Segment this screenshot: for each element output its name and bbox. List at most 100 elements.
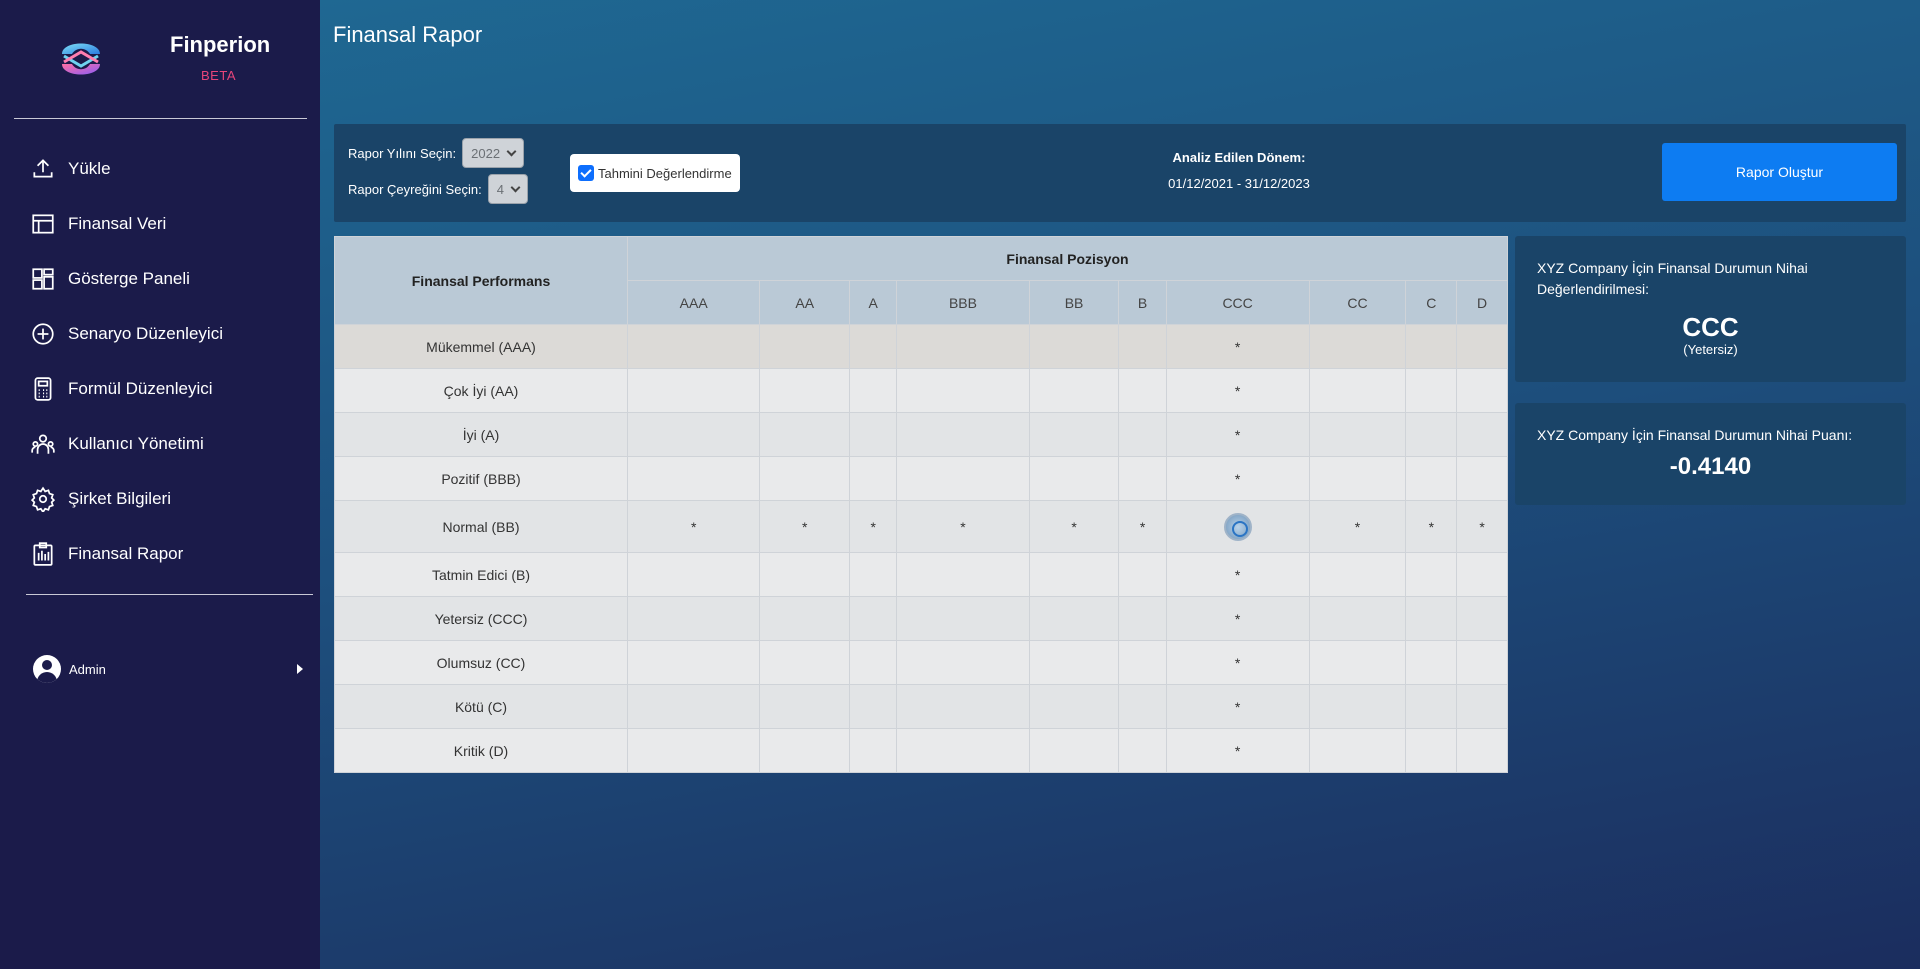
column-header: A xyxy=(849,280,898,325)
matrix-cell xyxy=(1118,596,1167,641)
matrix-cell xyxy=(1028,368,1120,413)
gear-icon xyxy=(30,486,56,512)
col-axis-header: Finansal Pozisyon xyxy=(627,236,1508,281)
dashboard-icon xyxy=(30,266,56,292)
matrix-cell: * xyxy=(1028,500,1120,553)
matrix-cell xyxy=(1405,728,1458,773)
matrix-cell xyxy=(1405,552,1458,597)
table-row: Normal (BB) * * * * * * * * * xyxy=(334,500,1508,553)
brand-name: Finperion xyxy=(170,32,271,57)
row-label: Çok İyi (AA) xyxy=(334,368,628,413)
year-label: Rapor Yılını Seçin: xyxy=(348,145,457,161)
row-label: Tatmin Edici (B) xyxy=(334,552,628,597)
sidebar-item-company-info[interactable]: Şirket Bilgileri xyxy=(0,471,320,526)
matrix-cell: * xyxy=(1165,456,1310,501)
matrix-cell: * xyxy=(759,500,851,553)
year-select-value: 2022 xyxy=(471,145,501,161)
matrix-cell xyxy=(849,596,898,641)
matrix-cell xyxy=(1456,456,1508,501)
sidebar-item-financial-report[interactable]: Finansal Rapor xyxy=(0,526,320,581)
matrix-cell xyxy=(1308,456,1407,501)
final-score-card: XYZ Company İçin Finansal Durumun Nihai … xyxy=(1515,403,1906,505)
checkbox-checked-icon[interactable] xyxy=(578,165,594,181)
matrix-cell: * xyxy=(1165,324,1310,369)
report-controls: Rapor Yılını Seçin: 2022 Rapor Çeyreğini… xyxy=(334,124,1906,222)
matrix-cell xyxy=(759,552,851,597)
company-position-marker-icon xyxy=(1223,512,1252,541)
sidebar-item-user-management[interactable]: Kullanıcı Yönetimi xyxy=(0,416,320,471)
column-header: CC xyxy=(1308,280,1407,325)
matrix-cell xyxy=(1028,552,1120,597)
matrix-cell: * xyxy=(1165,552,1310,597)
matrix-cell xyxy=(626,596,761,641)
matrix-cell xyxy=(849,728,898,773)
matrix-cell xyxy=(1118,728,1167,773)
matrix-cell xyxy=(1456,728,1508,773)
matrix-cell xyxy=(626,552,761,597)
brand: Finperion BETA xyxy=(0,0,320,110)
matrix-cell xyxy=(896,412,1030,457)
matrix-cell xyxy=(626,324,761,369)
chevron-down-icon xyxy=(510,182,521,192)
matrix-cell xyxy=(849,456,898,501)
matrix-cell xyxy=(1456,684,1508,729)
table-row: Kritik (D) * xyxy=(334,728,1508,773)
sidebar-item-financial-data[interactable]: Finansal Veri xyxy=(0,196,320,251)
matrix-cell xyxy=(759,596,851,641)
matrix-cell xyxy=(896,324,1030,369)
row-label: Yetersiz (CCC) xyxy=(334,596,628,641)
matrix-cell xyxy=(1405,684,1458,729)
matrix-cell xyxy=(1456,368,1508,413)
matrix-cell xyxy=(896,684,1030,729)
user-menu[interactable]: Admin xyxy=(33,654,303,684)
matrix-cell xyxy=(1456,640,1508,685)
matrix-cell: * xyxy=(1165,596,1310,641)
matrix-cell xyxy=(1308,684,1407,729)
table-row: Olumsuz (CC) * xyxy=(334,640,1508,685)
matrix-cell: * xyxy=(1165,368,1310,413)
table-icon xyxy=(30,211,56,237)
matrix-cell xyxy=(626,412,761,457)
table-row: Pozitif (BBB) * xyxy=(334,456,1508,501)
column-header: BBB xyxy=(896,280,1030,325)
users-icon xyxy=(30,431,56,457)
matrix-cell xyxy=(1405,412,1458,457)
matrix-cell xyxy=(1028,640,1120,685)
sidebar-item-label: Finansal Veri xyxy=(68,213,167,233)
matrix-cell: * xyxy=(1165,728,1310,773)
matrix-cell xyxy=(1405,640,1458,685)
sidebar-item-scenario-editor[interactable]: Senaryo Düzenleyici xyxy=(0,306,320,361)
column-header: B xyxy=(1118,280,1167,325)
matrix-cell xyxy=(1308,640,1407,685)
matrix-cell xyxy=(1308,324,1407,369)
sidebar-item-dashboard[interactable]: Gösterge Paneli xyxy=(0,251,320,306)
matrix-cell xyxy=(1118,368,1167,413)
finperion-logo xyxy=(62,43,100,75)
row-label: Kritik (D) xyxy=(334,728,628,773)
quarter-select[interactable]: 4 xyxy=(487,174,528,204)
row-label: Olumsuz (CC) xyxy=(334,640,628,685)
matrix-cell xyxy=(849,684,898,729)
matrix-cell xyxy=(759,728,851,773)
matrix-cell xyxy=(759,368,851,413)
user-name: Admin xyxy=(69,661,106,677)
year-select[interactable]: 2022 xyxy=(462,138,525,168)
sidebar-item-label: Şirket Bilgileri xyxy=(68,488,171,508)
quarter-row: Rapor Çeyreğini Seçin: 4 xyxy=(348,174,528,204)
matrix-cell xyxy=(1308,368,1407,413)
assessment-grade-label: (Yetersiz) xyxy=(1683,342,1738,357)
calculator-icon xyxy=(30,376,56,402)
estimate-checkbox[interactable]: Tahmini Değerlendirme xyxy=(570,154,740,192)
generate-report-button[interactable]: Rapor Oluştur xyxy=(1662,143,1897,201)
column-header: D xyxy=(1456,280,1508,325)
row-label: İyi (A) xyxy=(334,412,628,457)
sidebar-item-upload[interactable]: Yükle xyxy=(0,141,320,196)
row-label: Pozitif (BBB) xyxy=(334,456,628,501)
matrix-cell xyxy=(1308,596,1407,641)
matrix-cell xyxy=(849,640,898,685)
matrix-cell xyxy=(626,684,761,729)
sidebar-item-formula-editor[interactable]: Formül Düzenleyici xyxy=(0,361,320,416)
matrix-cell: * xyxy=(1118,500,1167,553)
assessment-grade: CCC xyxy=(1682,312,1739,342)
matrix-cell xyxy=(1456,412,1508,457)
